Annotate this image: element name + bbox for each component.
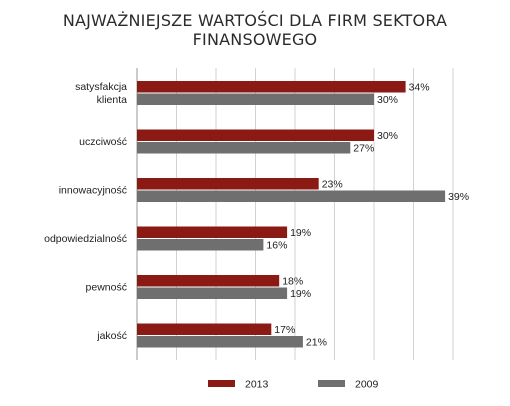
data-label: 23%	[322, 178, 343, 190]
data-label: 39%	[448, 191, 469, 203]
category-label: innowacyjność	[59, 185, 127, 197]
category-label: klienta	[97, 94, 128, 106]
data-label: 30%	[377, 94, 398, 106]
data-label: 16%	[266, 239, 287, 251]
data-label: 19%	[290, 227, 311, 239]
bar-2009	[137, 287, 288, 299]
data-label: 27%	[353, 142, 374, 154]
chart-title: NAJWAŻNIEJSZE WARTOŚCI DLA FIRM SEKTORA …	[62, 11, 448, 49]
category-label: jakość	[96, 330, 127, 342]
data-label: 34%	[409, 81, 430, 93]
bar-2013	[137, 275, 280, 287]
category-label: odpowiedzialność	[44, 233, 127, 245]
bar-2009	[137, 93, 374, 105]
data-label: 19%	[290, 288, 311, 300]
category-label: uczciwość	[79, 136, 127, 148]
bar-2009	[137, 190, 446, 202]
bar-2013	[137, 323, 272, 335]
bar-2013	[137, 226, 288, 238]
data-label: 21%	[306, 336, 327, 348]
bar-2009	[137, 336, 303, 348]
category-label: pewność	[86, 282, 127, 294]
data-label: 17%	[274, 324, 295, 336]
category-label: satysfakcja	[75, 81, 127, 93]
bar-2009	[137, 239, 264, 251]
legend-swatch-2009	[318, 380, 345, 387]
legend-swatch-2013	[208, 380, 235, 387]
bar-2013	[137, 129, 374, 141]
legend-label: 2013	[245, 379, 269, 391]
bar-2009	[137, 142, 351, 154]
legend-label: 2009	[355, 379, 379, 391]
data-label: 30%	[377, 130, 398, 142]
bar-2013	[137, 81, 406, 93]
bar-2013	[137, 178, 319, 190]
data-label: 18%	[282, 275, 303, 287]
